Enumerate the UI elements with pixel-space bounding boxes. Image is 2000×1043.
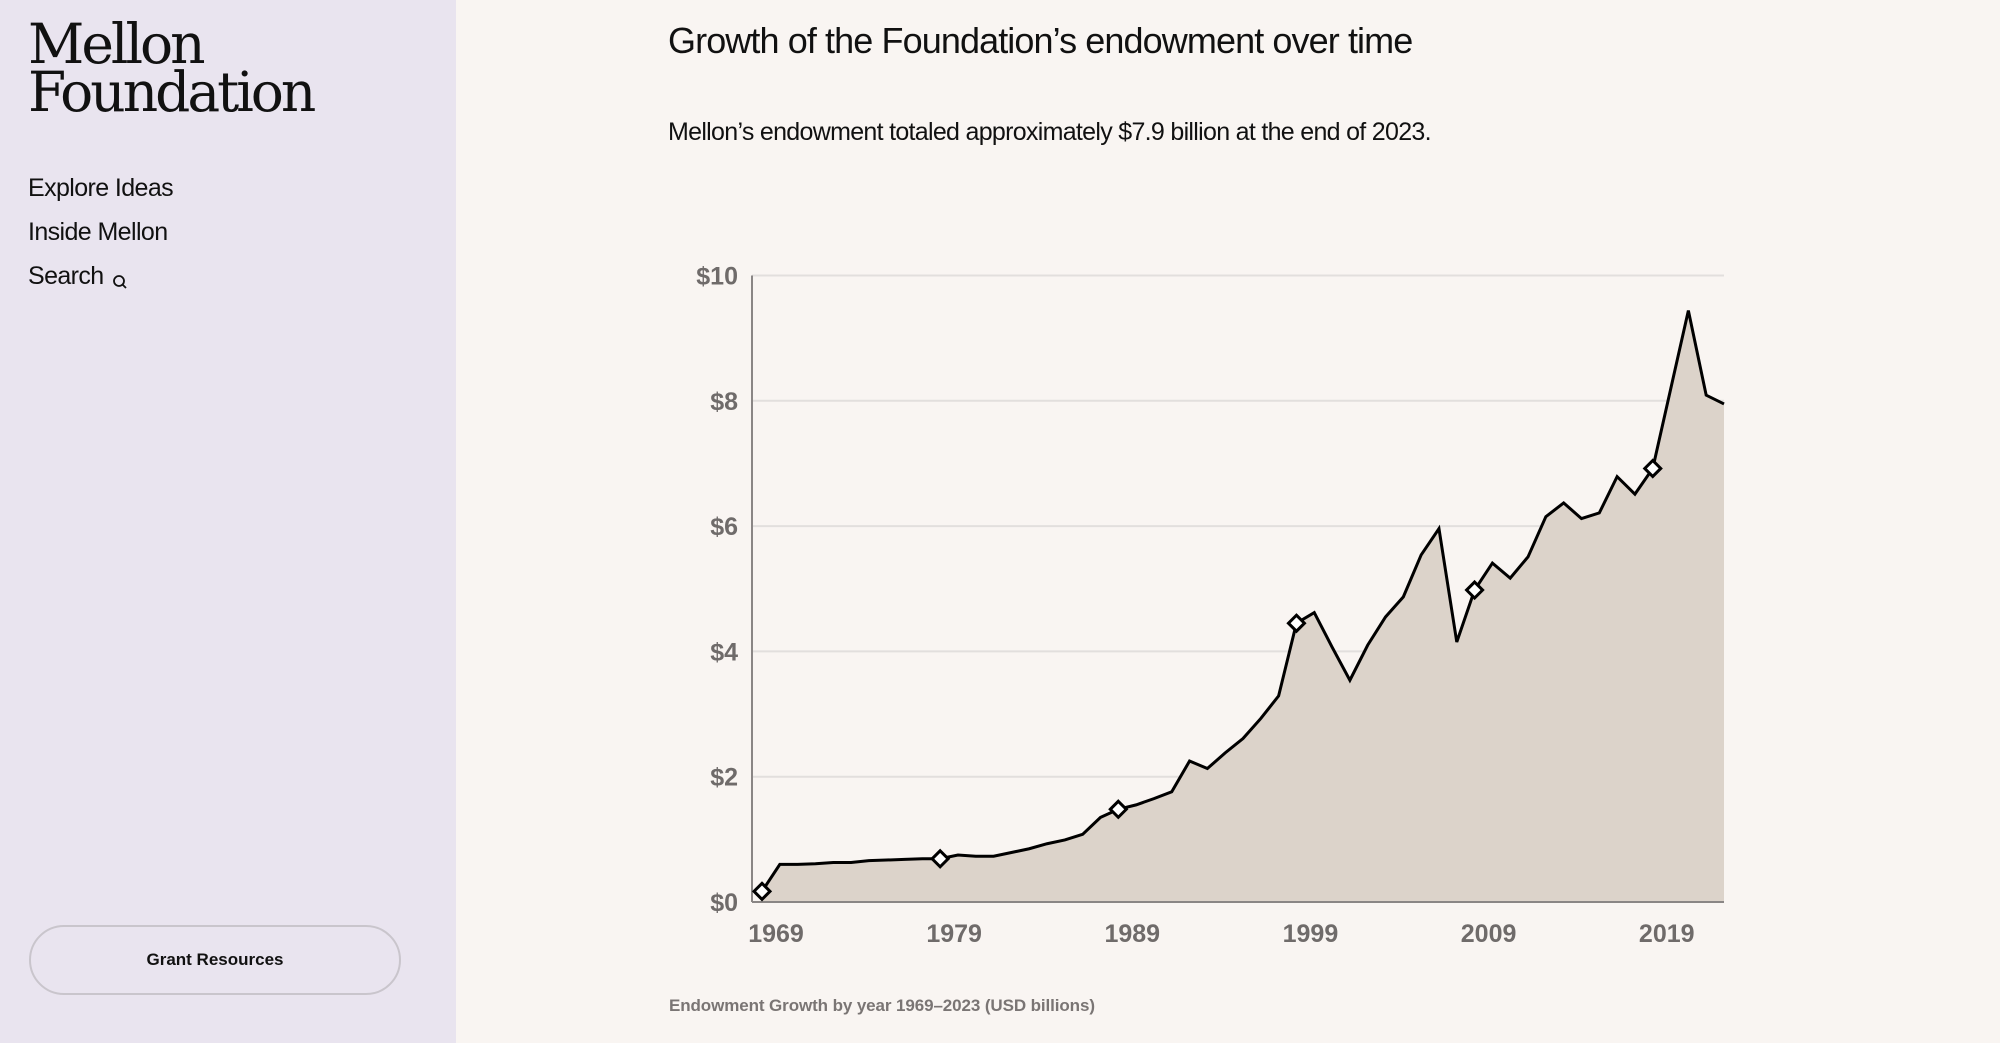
x-tick-labels: 1969 1979 1989 1999 2009 2019 bbox=[748, 920, 1694, 948]
area-fill bbox=[762, 310, 1724, 903]
series-line bbox=[760, 310, 1725, 893]
x-tick-label: 2009 bbox=[1461, 920, 1517, 948]
y-tick-label: $8 bbox=[710, 388, 738, 416]
x-tick-label: 1989 bbox=[1104, 920, 1160, 948]
data-marker-2009 bbox=[1464, 579, 1485, 601]
data-marker-1969 bbox=[751, 881, 773, 902]
y-tick-labels: $0 $2 $4 $6 $8 $10 bbox=[696, 263, 738, 918]
y-tick-label: $6 bbox=[710, 513, 738, 541]
data-marker-1979 bbox=[930, 848, 951, 869]
logo-line-2: Foundation bbox=[28, 60, 316, 124]
y-tick-label: $0 bbox=[710, 889, 738, 917]
grant-resources-button[interactable]: Grant Resources bbox=[29, 925, 401, 995]
nav-label: Inside Mellon bbox=[28, 217, 168, 246]
x-tick-label: 2019 bbox=[1639, 920, 1695, 948]
chart-caption: Endowment Growth by year 1969–2023 (USD … bbox=[669, 996, 1095, 1015]
data-markers bbox=[751, 458, 1663, 902]
logo-line-1: Mellon bbox=[28, 12, 206, 76]
nav-label: Search bbox=[28, 261, 104, 290]
nav-explore-ideas[interactable]: Explore Ideas bbox=[28, 166, 174, 210]
y-tick-label: $2 bbox=[710, 764, 738, 792]
y-tick-label: $10 bbox=[696, 263, 738, 291]
sidebar-nav: Explore Ideas Inside Mellon Search bbox=[28, 166, 174, 298]
nav-inside-mellon[interactable]: Inside Mellon bbox=[28, 210, 173, 254]
page-title: Growth of the Foundation’s endowment ove… bbox=[668, 20, 1413, 61]
sidebar: Mellon Foundation Explore Ideas Inside M… bbox=[0, 0, 456, 1043]
x-tick-label: 1999 bbox=[1283, 920, 1339, 948]
data-marker-1999 bbox=[1286, 613, 1307, 634]
nav-label: Explore Ideas bbox=[28, 173, 174, 202]
data-marker-2019 bbox=[1642, 458, 1663, 479]
page-subtitle: Mellon’s endowment totaled approximately… bbox=[668, 118, 1432, 146]
search-icon bbox=[112, 268, 128, 289]
logo[interactable]: Mellon Foundation bbox=[28, 12, 316, 124]
data-marker-1989 bbox=[1108, 799, 1129, 820]
y-tick-label: $4 bbox=[710, 638, 738, 666]
x-tick-label: 1969 bbox=[748, 920, 804, 948]
x-tick-label: 1979 bbox=[926, 920, 982, 948]
nav-search[interactable]: Search bbox=[28, 254, 173, 298]
